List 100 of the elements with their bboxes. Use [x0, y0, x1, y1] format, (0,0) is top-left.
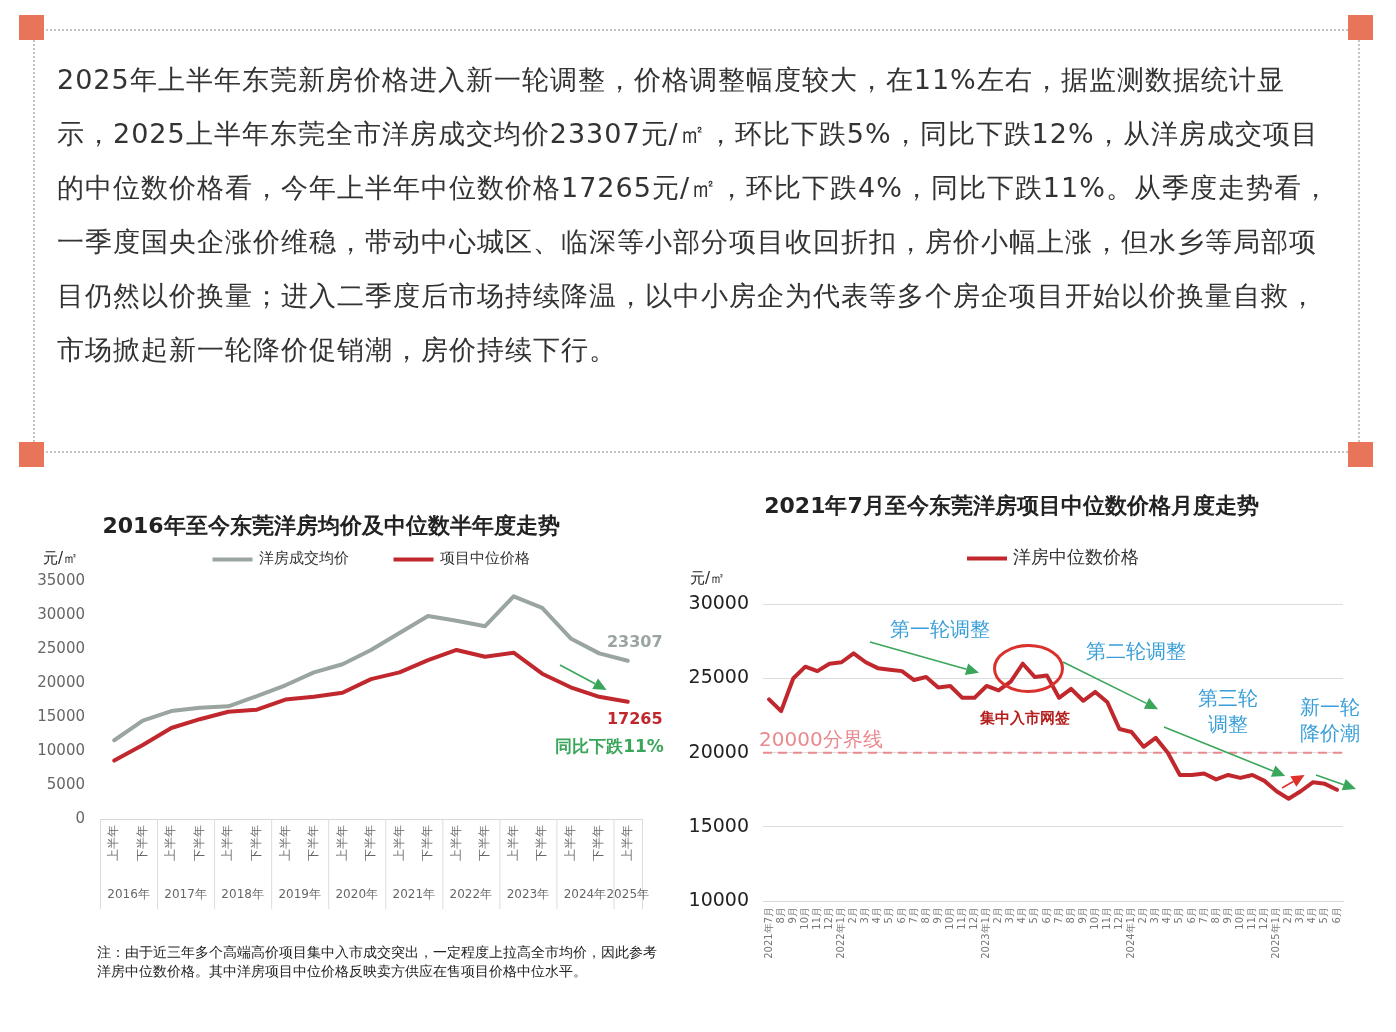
x-tick-label: 2月 — [1137, 907, 1149, 924]
annotation: 第一轮调整 — [889, 616, 990, 641]
data-label: 17265 — [606, 708, 663, 728]
text: 2025年上半年东莞新房价格进入新一轮调整，价格调整幅度较大，在11%左右，据监测数据统计显示，2025上半年东莞全市洋房成交均价23307元/㎡，环比下跌5%，同比下跌12%，从洋房成交项目的中位数价格看，今年上半年中位数价格17265元/㎡，环比下跌4%，同比下跌11%。从季度走势看，一季度国央企涨价维稳，带动中心城区、临深等小部分项目收回折扣，房价小幅上涨，但水乡等局部项目仍然以价换量；进入二季度后市场持续降温，以中小房企为代表等多个房企项目开始以价换量自救，市场掀起新一轮降价促销潮，房价持续下行。 — [57, 63, 1331, 367]
text: 2017年 — [164, 887, 207, 902]
x-tick-label: 6月 — [895, 907, 907, 924]
y-tick-label: 35000 — [37, 571, 85, 590]
x-tick-label: 12月 — [1113, 907, 1125, 930]
x-tick-label: 4月 — [871, 907, 883, 924]
x-tick-label: 11月 — [1100, 907, 1112, 930]
x-tick-label: 9月 — [1076, 907, 1088, 924]
y-tick-label: 0 — [75, 808, 85, 827]
x-tick-label: 4月 — [1016, 907, 1028, 924]
x-tick-label: 5月 — [1318, 907, 1330, 924]
x-tick-label: 8月 — [1209, 907, 1221, 924]
y-tick-label: 15000 — [37, 707, 85, 726]
x-tick-label: 5月 — [1173, 907, 1185, 924]
x-tick-label: 下半年 — [249, 825, 264, 861]
annotation: 集中入市网签 — [979, 709, 1071, 728]
x-tick-label: 上半年 — [505, 825, 520, 861]
x-tick-label: 下半年 — [420, 825, 435, 861]
x-tick-label: 10月 — [943, 907, 955, 930]
x-tick-label: 上半年 — [277, 825, 292, 861]
x-tick-label: 2025年1月 — [1270, 907, 1282, 959]
text: 2021年 — [392, 887, 436, 902]
x-tick-label: 9月 — [786, 907, 798, 924]
x-tick-label: 7月 — [1197, 907, 1209, 924]
y-axis-title: 元/㎡ — [43, 549, 79, 568]
x-tick-label: 2024年1月 — [1125, 907, 1137, 959]
x-tick-label: 上半年 — [334, 825, 349, 861]
x-tick-label: 11月 — [810, 907, 822, 930]
legend-label: 洋房成交均价 — [258, 549, 349, 568]
x-tick-label: 下半年 — [306, 825, 321, 861]
x-tick-label: 4月 — [1306, 907, 1318, 924]
x-tick-label: 6月 — [1185, 907, 1197, 924]
x-tick-label: 2023年1月 — [980, 907, 992, 959]
x-tick-label: 下半年 — [191, 825, 206, 861]
text: 2020年 — [335, 887, 379, 902]
x-tick-label: 上半年 — [106, 825, 121, 861]
x-tick-label: 5月 — [883, 907, 895, 924]
y-tick-label: 20000 — [37, 673, 85, 692]
x-tick-label: 2月 — [847, 907, 859, 924]
x-tick-label: 7月 — [1052, 907, 1064, 924]
chart-title: 2021年7月至今东莞洋房项目中位数价格月度走势 — [764, 492, 1259, 518]
x-tick-label: 3月 — [1294, 907, 1306, 924]
x-tick-label: 下半年 — [477, 825, 492, 861]
x-tick-label: 2021年7月 — [762, 907, 774, 959]
y-tick-label: 25000 — [688, 665, 749, 688]
x-tick-label: 上半年 — [163, 825, 178, 861]
x-tick-label: 7月 — [907, 907, 919, 924]
x-tick-label: 2月 — [1282, 907, 1294, 924]
annotation: 第二轮调整 — [1085, 638, 1186, 663]
data-label: 23307 — [606, 631, 663, 651]
x-tick-label: 下半年 — [134, 825, 149, 861]
x-tick-label: 8月 — [774, 907, 786, 924]
x-tick-label: 上半年 — [220, 825, 235, 861]
y-tick-label: 5000 — [46, 774, 85, 793]
x-tick-label: 下半年 — [591, 825, 606, 861]
x-tick-label: 下半年 — [534, 825, 549, 861]
x-tick-label: 3月 — [859, 907, 871, 924]
y-tick-label: 10000 — [37, 741, 85, 759]
x-tick-label: 10月 — [1233, 907, 1245, 930]
legend-label: 项目中位价格 — [439, 549, 530, 568]
y-tick-label: 30000 — [37, 605, 85, 624]
x-tick-label: 8月 — [1064, 907, 1076, 924]
x-tick-label: 12月 — [1258, 907, 1270, 930]
text: 2019年 — [278, 887, 321, 902]
legend-label: 洋房中位数价格 — [1013, 546, 1139, 568]
x-tick-label: 6月 — [1040, 907, 1052, 924]
x-tick-label: 8月 — [919, 907, 931, 924]
text: 注：由于近三年多个高端高价项目集中入市成交突出，一定程度上拉高全市均价，因此参考洋房中位数价格。其中洋房项目中位价格反映卖方供应在售项目价格中位水平。 — [97, 943, 658, 981]
x-tick-label: 10月 — [798, 907, 810, 930]
annotation: 第三轮调整 — [1198, 685, 1259, 736]
ref-line-label: 20000分界线 — [759, 726, 883, 751]
x-tick-label: 5月 — [1028, 907, 1040, 924]
x-tick-label: 12月 — [968, 907, 980, 930]
y-tick-label: 15000 — [688, 813, 749, 836]
text: 2025年 — [606, 887, 650, 902]
x-tick-label: 上半年 — [562, 825, 577, 861]
x-tick-label: 2月 — [992, 907, 1004, 924]
x-tick-label: 10月 — [1088, 907, 1100, 930]
x-tick-label: 3月 — [1004, 907, 1016, 924]
x-tick-label: 2022年1月 — [835, 907, 847, 959]
x-tick-label: 11月 — [1245, 907, 1257, 930]
x-tick-label: 上半年 — [448, 825, 463, 861]
y-axis-title: 元/㎡ — [690, 569, 726, 588]
x-tick-label: 上半年 — [391, 825, 406, 861]
annotation: 新一轮降价潮 — [1300, 695, 1361, 746]
x-tick-label: 下半年 — [363, 825, 378, 861]
chart-title: 2016年至今东莞洋房均价及中位数半年度走势 — [102, 512, 560, 538]
x-tick-label: 12月 — [823, 907, 835, 930]
text: 2023年 — [506, 887, 550, 902]
text: 2022年 — [449, 887, 493, 902]
text: 2018年 — [221, 887, 264, 902]
x-tick-label: 11月 — [955, 907, 967, 930]
x-tick-label: 4月 — [1161, 907, 1173, 924]
x-tick-label: 上半年 — [619, 825, 634, 861]
x-tick-label: 9月 — [931, 907, 943, 924]
text: 2016年 — [107, 887, 150, 902]
y-tick-label: 25000 — [37, 639, 85, 658]
